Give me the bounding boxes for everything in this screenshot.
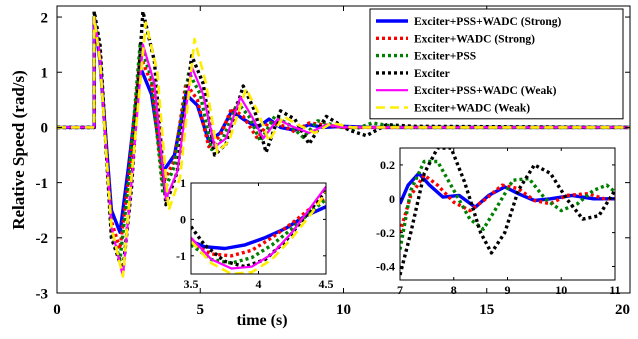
inset2-series-line-1 — [400, 173, 615, 234]
main-series-line-1 — [57, 15, 630, 251]
inset1-series-group — [191, 185, 326, 274]
inset2-y-tick-label-0: -0.4 — [376, 260, 395, 274]
inset2-x-tick-label-4: 11 — [609, 283, 620, 297]
main-y-tick-label-3: 0 — [41, 121, 49, 137]
inset-plot-right: 7 8 9 10 11 -0.4 -0.2 0 0.2 — [376, 147, 621, 297]
inset2-x-tick-label-1: 8 — [451, 283, 457, 297]
legend-label-1: Exciter+WADC (Strong) — [414, 33, 535, 45]
legend: Exciter+PSS+WADC (Strong) Exciter+WADC (S… — [369, 8, 624, 120]
main-series-group — [57, 9, 630, 278]
main-series-line-5 — [57, 15, 630, 278]
inset2-series-group — [400, 148, 615, 276]
main-x-tick-label-3: 15 — [479, 302, 494, 318]
main-y-tick-label-0: -3 — [36, 286, 49, 302]
inset1-y-tick-label-0: -1 — [176, 249, 186, 263]
inset2-y-tick-label-2: 0 — [389, 192, 395, 206]
legend-label-5: Exciter+WADC (Weak) — [414, 103, 530, 115]
main-x-tick-label-0: 0 — [53, 302, 61, 318]
inset1-y-tick-label-1: 0 — [180, 213, 186, 227]
inset2-x-tick-label-2: 9 — [505, 283, 511, 297]
inset1-y-tick-label-2: 1 — [180, 176, 186, 190]
main-x-tick-label-1: 5 — [197, 302, 205, 318]
legend-label-0: Exciter+PSS+WADC (Strong) — [414, 16, 562, 28]
inset1-series-line-4 — [191, 185, 326, 270]
main-y-tick-label-4: 1 — [41, 65, 49, 81]
inset2-series-line-2 — [400, 159, 615, 250]
inset2-background — [400, 148, 615, 280]
inset1-background — [191, 183, 326, 274]
inset2-y-tick-label-3: 0.2 — [380, 158, 395, 172]
inset2-y-tick-label-1: -0.2 — [376, 226, 395, 240]
inset1-series-line-5 — [191, 191, 326, 274]
legend-box — [369, 8, 624, 120]
x-axis-title: time (s) — [236, 312, 287, 329]
legend-label-3: Exciter — [414, 68, 450, 80]
inset2-x-tick-label-3: 10 — [555, 283, 567, 297]
inset1-series-line-2 — [191, 198, 326, 265]
y-axis-title: Relative Speed (rad/s) — [9, 70, 28, 230]
main-x-tick-label-2: 10 — [336, 302, 351, 318]
inset1-x-tick-label-2: 4.5 — [319, 277, 334, 291]
legend-label-4: Exciter+PSS+WADC (Weak) — [414, 85, 557, 97]
main-y-tick-label-5: 2 — [41, 10, 49, 26]
inset-plot-left: 3.5 4 4.5 -1 0 1 — [176, 176, 334, 291]
inset2-x-tick-label-0: 7 — [397, 283, 403, 297]
inset2-series-line-3 — [400, 148, 615, 276]
main-x-tick-label-4: 20 — [615, 302, 630, 318]
main-y-tick-label-1: -2 — [36, 231, 49, 247]
legend-label-2: Exciter+PSS — [414, 51, 476, 63]
inset1-x-tick-label-0: 3.5 — [184, 277, 199, 291]
inset1-x-tick-label-1: 4 — [256, 277, 262, 291]
main-y-tick-label-2: -1 — [36, 176, 49, 192]
